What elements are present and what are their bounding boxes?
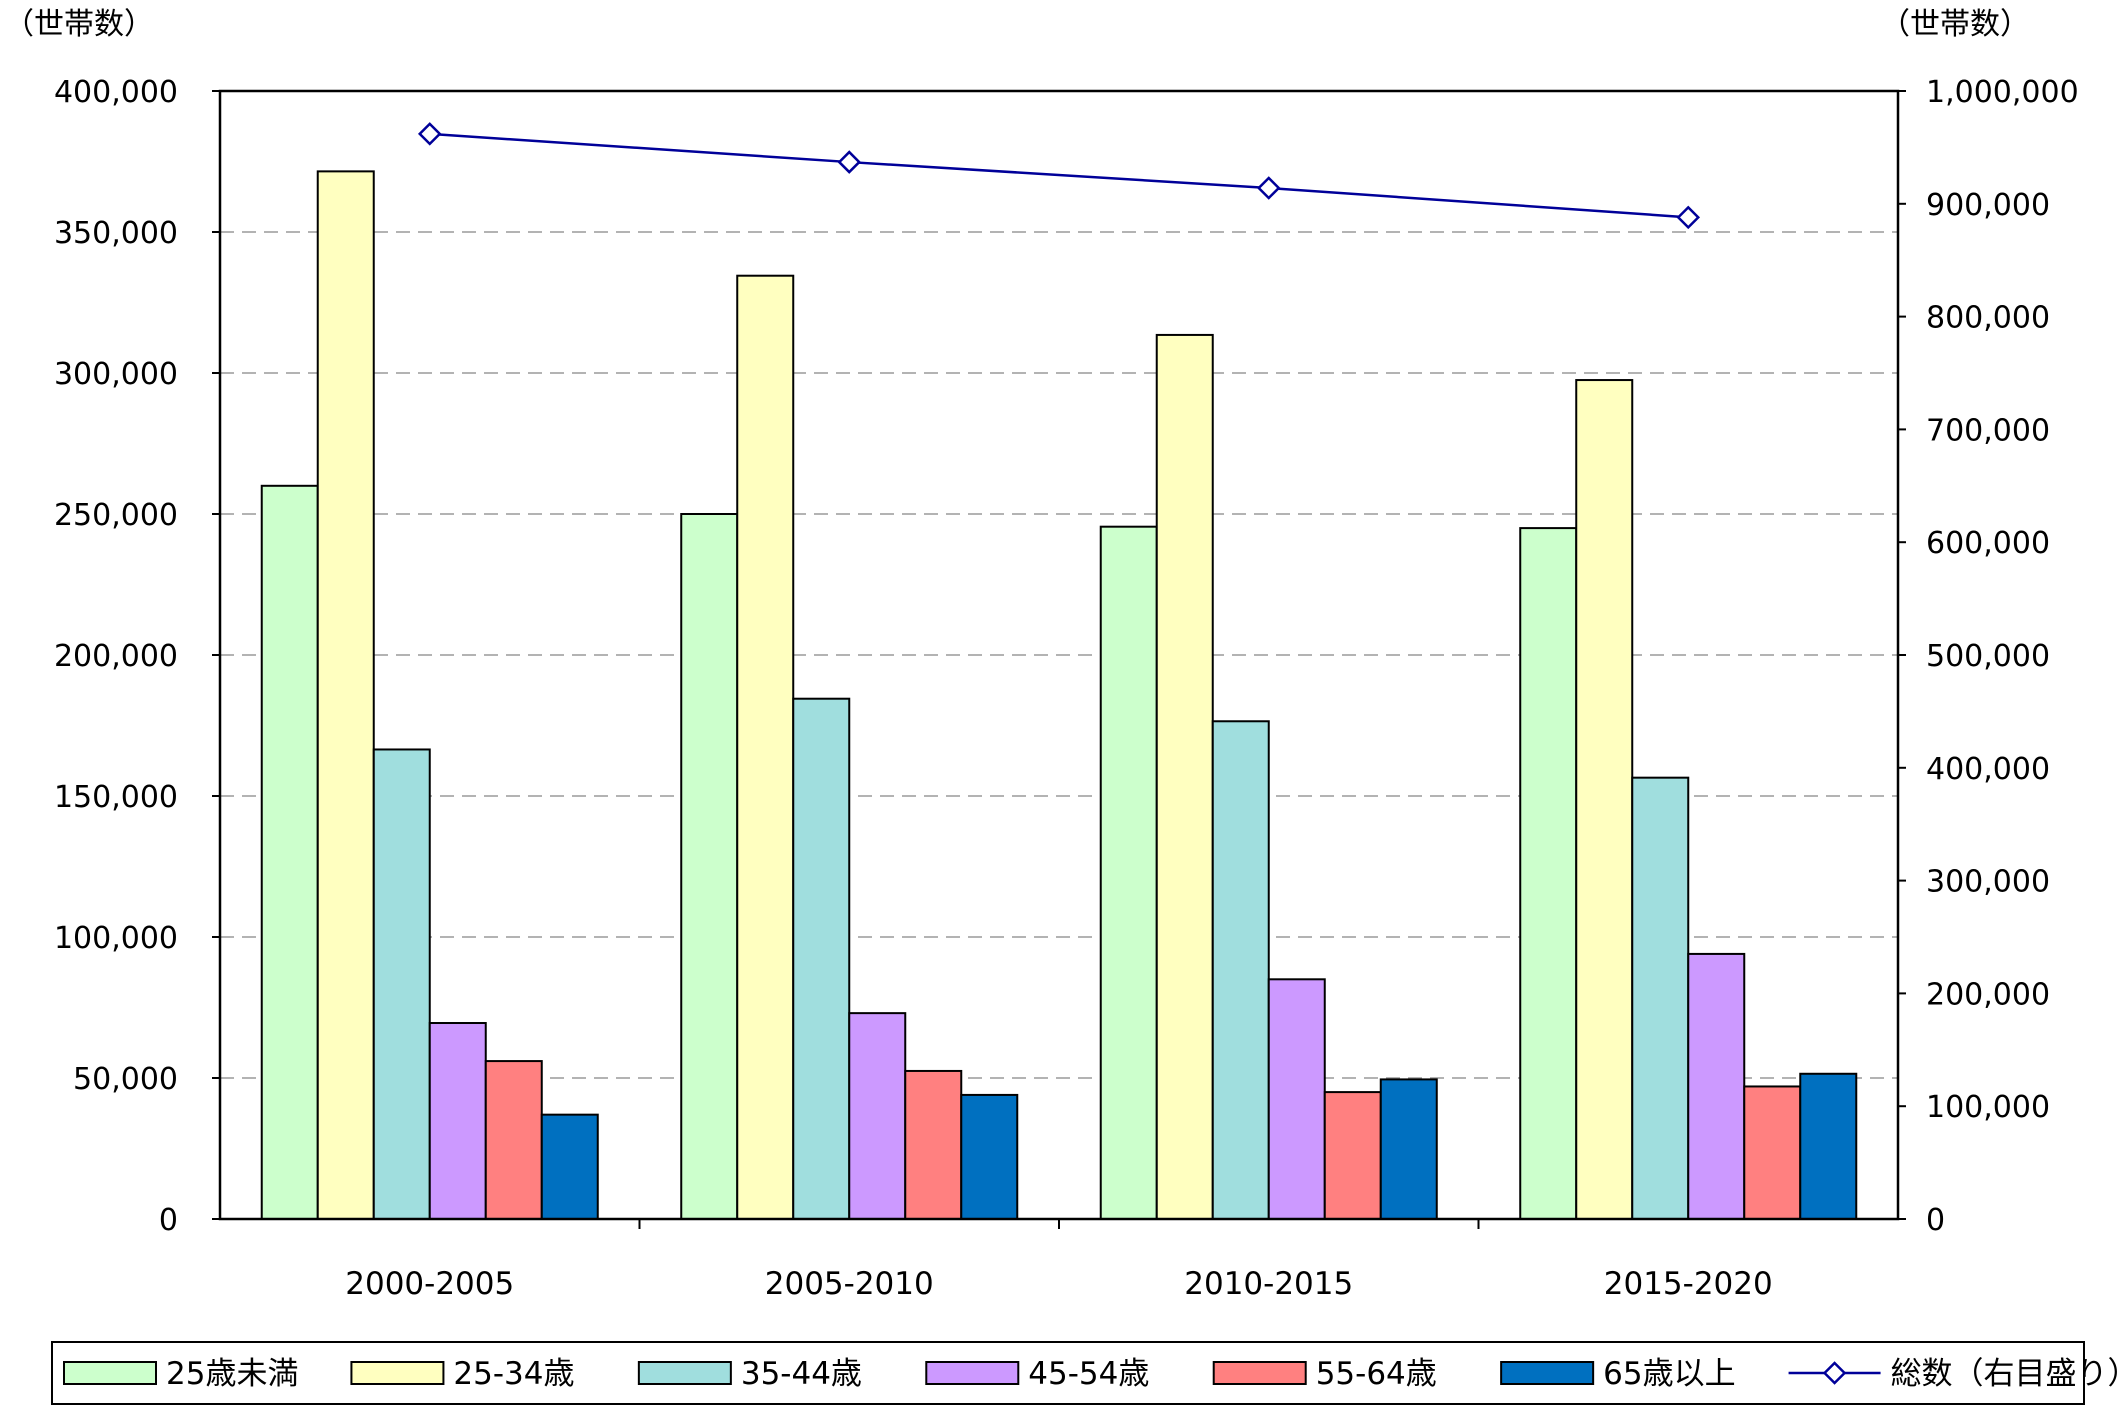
right-tick-label: 1,000,000 [1926, 75, 2079, 110]
legend-marker [1822, 1361, 1847, 1385]
right-tick-label: 200,000 [1926, 977, 2050, 1012]
right-tick-label: 400,000 [1926, 752, 2050, 787]
right-tick-label: 800,000 [1926, 301, 2050, 336]
bar [848, 1012, 907, 1221]
legend-label: 25歳未満 [166, 1356, 298, 1392]
right-tick-label: 600,000 [1926, 526, 2050, 561]
left-tick-label: 50,000 [73, 1062, 178, 1097]
bar [1743, 1085, 1802, 1220]
bar [736, 274, 795, 1220]
bar [1323, 1091, 1382, 1220]
right-tick-label: 500,000 [1926, 639, 2050, 674]
bar [1379, 1078, 1438, 1221]
bar [260, 484, 319, 1220]
left-tick-label: 100,000 [54, 921, 178, 956]
right-tick-label: 700,000 [1926, 413, 2050, 448]
bar [540, 1113, 599, 1221]
left-tick-label: 400,000 [54, 75, 178, 110]
bar [1799, 1072, 1858, 1221]
bar [484, 1060, 543, 1220]
left-tick-label: 300,000 [54, 357, 178, 392]
bar [1575, 379, 1634, 1220]
legend-swatch [1212, 1361, 1307, 1385]
right-tick-label: 900,000 [1926, 188, 2050, 223]
left-tick-label: 200,000 [54, 639, 178, 674]
category-label: 2005-2010 [765, 1266, 934, 1302]
bar [316, 170, 375, 1220]
legend-label: 45-54歳 [1028, 1356, 1149, 1392]
bar [1099, 525, 1158, 1220]
bar [904, 1069, 963, 1220]
legend: 25歳未満 25-34歳 35-44歳 45-54歳 55-64歳 65歳以上 総数（右目盛… [51, 1341, 2126, 1405]
legend-swatch [63, 1361, 157, 1385]
category-label: 2010-2015 [1184, 1266, 1353, 1302]
legend-swatch [637, 1361, 732, 1385]
bar [680, 513, 739, 1220]
line-series-group [417, 122, 1701, 230]
legend-swatch [925, 1361, 1020, 1385]
bar [428, 1022, 487, 1221]
line-marker [1256, 176, 1281, 200]
line-marker [1676, 205, 1701, 230]
legend-label: 25-34歳 [453, 1356, 574, 1392]
line-marker [837, 150, 862, 174]
left-tick-label: 150,000 [54, 780, 178, 815]
axes: 0 50,000 100,000 150,000 200,000 250,000 300,0… [54, 75, 2079, 1302]
bar [1155, 333, 1214, 1220]
total-line [429, 132, 1689, 219]
legend-swatch [350, 1361, 445, 1385]
left-tick-label: 350,000 [54, 216, 178, 251]
line-marker [417, 122, 442, 146]
legend-swatch [1500, 1361, 1595, 1385]
bar [1519, 527, 1578, 1220]
legend-label: 65歳以上 [1603, 1356, 1735, 1392]
right-tick-label: 0 [1926, 1203, 1945, 1238]
legend-label: 総数（右目盛り） [1891, 1356, 2126, 1392]
right-tick-label: 300,000 [1926, 865, 2050, 900]
legend-label: 35-44歳 [741, 1356, 862, 1392]
right-axis-unit-label: （世帯数） [1880, 7, 2030, 42]
bar-series-group [260, 170, 1858, 1221]
left-tick-label: 250,000 [54, 498, 178, 533]
bar [1631, 776, 1690, 1220]
bar [1211, 720, 1270, 1221]
category-label: 2000-2005 [345, 1266, 514, 1302]
left-tick-label: 0 [159, 1203, 178, 1238]
bar [1687, 952, 1746, 1220]
right-tick-label: 100,000 [1926, 1090, 2050, 1125]
bar [960, 1093, 1019, 1221]
bar [792, 697, 851, 1220]
category-label: 2015-2020 [1604, 1266, 1773, 1302]
legend-label: 55-64歳 [1316, 1356, 1437, 1392]
left-axis-unit-label: （世帯数） [4, 7, 154, 42]
bar [372, 748, 431, 1220]
bar [1267, 978, 1326, 1220]
